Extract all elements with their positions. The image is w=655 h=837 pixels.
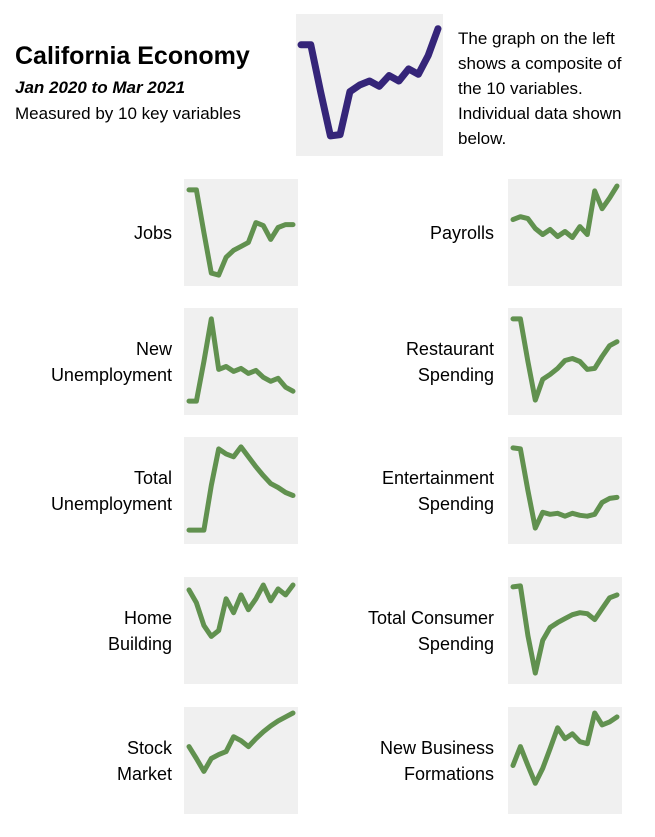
sparkline-chart-home-building	[184, 577, 298, 684]
chart-label-entertainment-spending: Entertainment Spending	[381, 467, 494, 514]
sparkline-chart-payrolls	[508, 179, 622, 286]
chart-label-restaurant-spending: Restaurant Spending	[405, 338, 494, 385]
chart-label-total-consumer-spending: Total Consumer Spending	[367, 607, 494, 654]
date-range-subtitle: Jan 2020 to Mar 2021	[15, 77, 186, 97]
sparkline-chart-new-unemployment	[184, 308, 298, 415]
sparkline-chart-total-unemployment	[184, 437, 298, 544]
composite-note-text: The graph on the left shows a composite …	[458, 29, 622, 148]
sparkline-chart-jobs	[184, 179, 298, 286]
chart-label-payrolls: Payrolls	[429, 222, 494, 243]
chart-label-home-building: Home Building	[107, 607, 172, 654]
chart-label-new-unemployment: New Unemployment	[50, 338, 172, 385]
chart-label-total-unemployment: Total Unemployment	[50, 467, 172, 514]
chart-label-stock-market: Stock Market	[116, 737, 172, 784]
measure-subtitle: Measured by 10 key variables	[15, 104, 241, 124]
chart-label-new-business-formations: New Business Formations	[379, 737, 494, 784]
sparkline-chart-restaurant-spending	[508, 308, 622, 415]
chart-label-jobs: Jobs	[133, 222, 172, 243]
header-block: California Economy Jan 2020 to Mar 2021 …	[15, 42, 285, 124]
sparkline-chart-total-consumer-spending	[508, 577, 622, 684]
sparkline-chart-new-business-formations	[508, 707, 622, 814]
composite-sparkline-chart	[296, 14, 443, 156]
sparkline-chart-stock-market	[184, 707, 298, 814]
sparkline-chart-entertainment-spending	[508, 437, 622, 544]
page-title: California Economy	[15, 42, 250, 70]
